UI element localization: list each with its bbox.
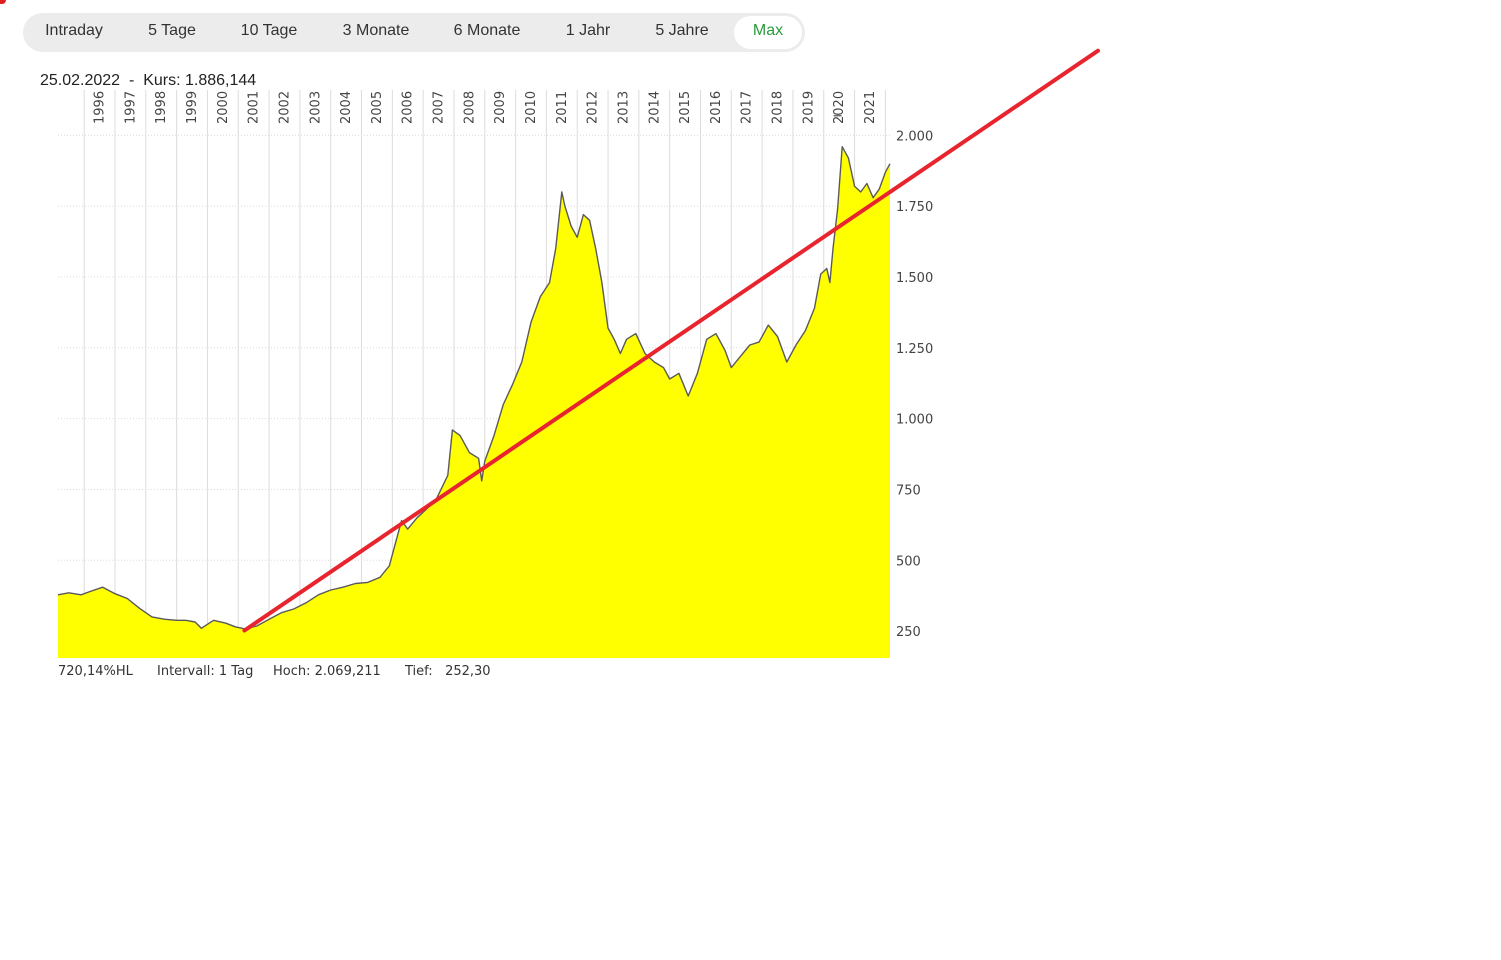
x-tick-label: 2003 bbox=[308, 91, 323, 124]
low-number: 252,30 bbox=[445, 664, 491, 679]
price-header: 25.02.2022 - Kurs: 1.886,144 bbox=[40, 72, 256, 90]
y-tick-label: 500 bbox=[896, 554, 921, 569]
x-tick-label: 2000 bbox=[216, 91, 231, 124]
tab-3-monate[interactable]: 3 Monate bbox=[342, 22, 410, 39]
price-label: Kurs: bbox=[143, 72, 181, 89]
x-tick-label: 2010 bbox=[524, 91, 539, 124]
y-tick-label: 250 bbox=[896, 625, 921, 640]
x-tick-label: 2006 bbox=[401, 91, 416, 124]
x-tick-label: 2019 bbox=[801, 91, 816, 124]
x-tick-label: 2008 bbox=[462, 91, 477, 124]
tab-10-tage[interactable]: 10 Tage bbox=[240, 22, 298, 39]
x-tick-label: 1997 bbox=[123, 91, 138, 124]
x-tick-label: 2002 bbox=[278, 91, 293, 124]
x-tick-label: 1999 bbox=[185, 91, 200, 124]
y-tick-label: 1.250 bbox=[896, 342, 933, 357]
x-tick-label: 1996 bbox=[93, 91, 108, 124]
tab-1-jahr[interactable]: 1 Jahr bbox=[565, 22, 611, 39]
x-tick-label: 2011 bbox=[555, 91, 570, 124]
tab-intraday[interactable]: Intraday bbox=[45, 22, 103, 39]
x-tick-label: 2009 bbox=[493, 91, 508, 124]
x-tick-label: 2015 bbox=[678, 91, 693, 124]
x-tick-label: 2005 bbox=[370, 91, 385, 124]
range-percent: 720,14%HL bbox=[58, 664, 133, 679]
x-tick-label: 2013 bbox=[617, 91, 632, 124]
interval-info: Intervall: 1 Tag bbox=[157, 664, 254, 679]
x-tick-label: 2016 bbox=[709, 91, 724, 124]
x-tick-label: 2021 bbox=[863, 91, 878, 124]
trendline bbox=[242, 48, 1100, 633]
y-tick-label: 2.000 bbox=[896, 129, 933, 144]
header-separator: - bbox=[128, 72, 135, 89]
x-tick-label: 2018 bbox=[771, 91, 786, 124]
y-tick-label: 1.500 bbox=[896, 271, 933, 286]
y-tick-label: 1.000 bbox=[896, 413, 933, 428]
corner-marker bbox=[0, 0, 6, 4]
x-tick-label: 2017 bbox=[740, 91, 755, 124]
x-tick-label: 2001 bbox=[247, 91, 262, 124]
tab-5-tage[interactable]: 5 Tage bbox=[148, 22, 196, 39]
quote-date: 25.02.2022 bbox=[40, 72, 121, 89]
x-tick-label: 2004 bbox=[339, 91, 354, 124]
time-range-tabs: Intraday 5 Tage 10 Tage 3 Monate 6 Monat… bbox=[23, 13, 805, 52]
price-value: 1.886,144 bbox=[184, 72, 257, 89]
tab-5-jahre[interactable]: 5 Jahre bbox=[655, 22, 709, 39]
x-tick-label: 2014 bbox=[647, 91, 662, 124]
price-line bbox=[57, 146, 891, 630]
y-tick-label: 750 bbox=[896, 483, 921, 498]
x-tick-label: 2012 bbox=[586, 91, 601, 124]
x-tick-label: 2007 bbox=[432, 91, 447, 124]
price-area bbox=[58, 146, 890, 658]
high-value: Hoch: 2.069,211 bbox=[273, 664, 381, 679]
tab-6-monate[interactable]: 6 Monate bbox=[453, 22, 521, 39]
x-tick-label: 1998 bbox=[154, 91, 169, 124]
low-value: Tief: 252,30 bbox=[405, 664, 491, 679]
x-tick-label: 2020 bbox=[832, 91, 847, 124]
tab-max[interactable]: Max bbox=[734, 16, 802, 49]
y-tick-label: 1.750 bbox=[896, 200, 933, 215]
low-label: Tief: bbox=[405, 664, 433, 679]
